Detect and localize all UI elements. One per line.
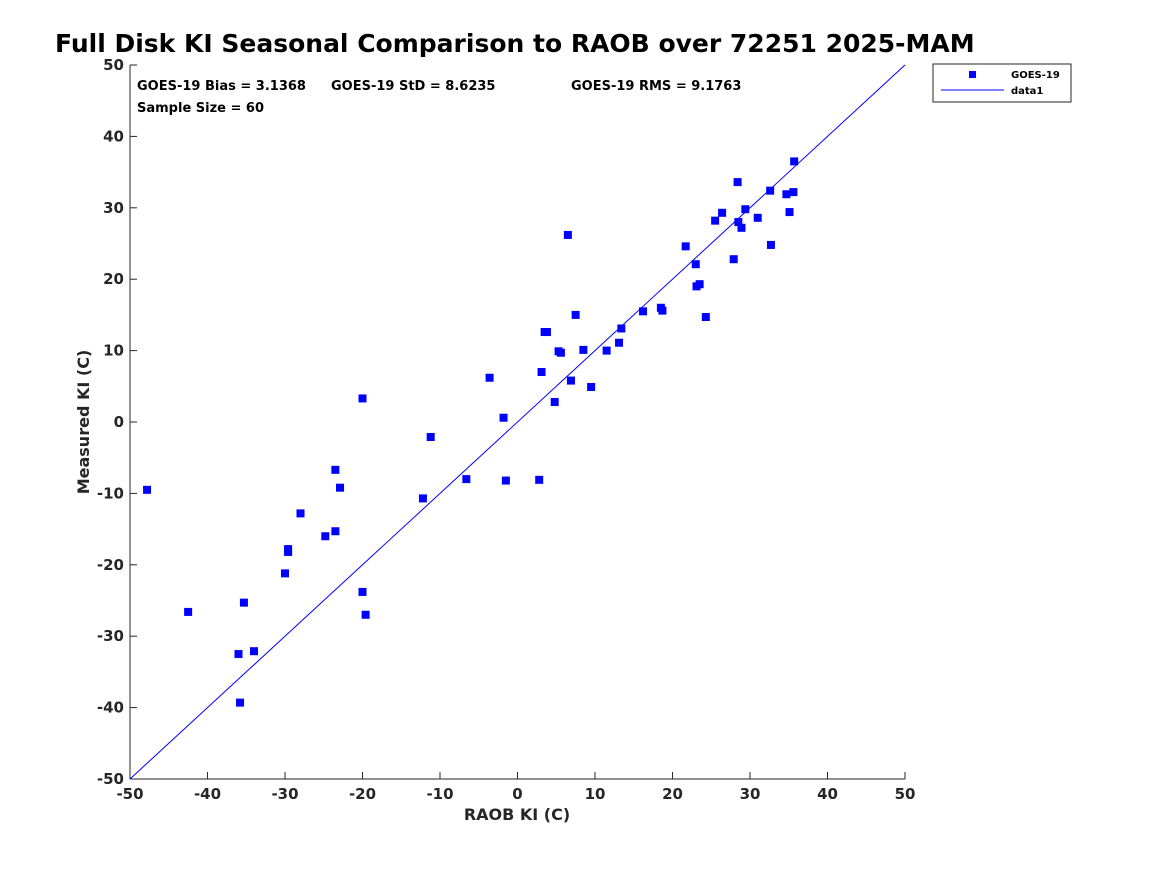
goes19-point bbox=[358, 587, 367, 596]
goes19-point bbox=[766, 240, 775, 249]
goes19-point bbox=[556, 348, 565, 357]
y-tick-label: 10 bbox=[103, 342, 124, 360]
goes19-point bbox=[501, 476, 510, 485]
y-axis-label: Measured KI (C) bbox=[74, 350, 93, 495]
legend-marker-goes19 bbox=[969, 71, 976, 78]
goes19-point bbox=[579, 345, 588, 354]
goes19-point bbox=[615, 338, 624, 347]
x-tick-label: -10 bbox=[426, 785, 453, 803]
goes19-point bbox=[718, 208, 727, 217]
goes19-point bbox=[331, 527, 340, 536]
x-tick-label: -30 bbox=[271, 785, 298, 803]
goes19-point bbox=[236, 698, 245, 707]
std-annotation: GOES-19 StD = 8.6235 bbox=[331, 79, 495, 94]
goes19-point bbox=[239, 598, 248, 607]
legend: GOES-19 data1 bbox=[932, 63, 1072, 103]
legend-box bbox=[932, 63, 1072, 103]
x-tick-label: 30 bbox=[740, 785, 761, 803]
goes19-point bbox=[571, 310, 580, 319]
x-tick-label: -40 bbox=[194, 785, 221, 803]
goes19-point bbox=[537, 368, 546, 377]
goes19-point bbox=[426, 432, 435, 441]
goes19-point bbox=[691, 260, 700, 269]
goes19-point bbox=[733, 178, 742, 187]
goes19-point bbox=[741, 205, 750, 214]
x-tick-label: 50 bbox=[895, 785, 916, 803]
goes19-point bbox=[234, 650, 243, 659]
goes19-point bbox=[281, 569, 289, 578]
goes19-point bbox=[658, 306, 667, 315]
goes19-point bbox=[336, 483, 345, 492]
rms-annotation: GOES-19 RMS = 9.1763 bbox=[571, 79, 741, 94]
goes19-point bbox=[587, 383, 596, 392]
x-tick-label: 20 bbox=[662, 785, 683, 803]
x-tick-label: 40 bbox=[817, 785, 838, 803]
goes19-point bbox=[358, 394, 367, 403]
goes19-point bbox=[542, 328, 551, 337]
series-data1-line bbox=[129, 64, 906, 780]
y-tick-label: 0 bbox=[114, 413, 124, 431]
goes19-point bbox=[617, 324, 626, 333]
stats-annotations: GOES-19 Bias = 3.1368 GOES-19 StD = 8.62… bbox=[137, 79, 741, 116]
y-tick-label: -30 bbox=[97, 627, 124, 645]
goes19-point bbox=[184, 607, 193, 616]
goes19-point bbox=[695, 280, 704, 289]
goes19-point bbox=[485, 373, 494, 382]
x-tick-label: 0 bbox=[512, 785, 522, 803]
goes19-point bbox=[499, 413, 508, 422]
goes19-point bbox=[143, 485, 152, 494]
goes19-point bbox=[782, 190, 791, 199]
legend-label-goes19: GOES-19 bbox=[1011, 70, 1060, 81]
y-tick-label: -50 bbox=[97, 770, 124, 788]
y-tick-label: -10 bbox=[97, 484, 124, 502]
chart-title: Full Disk KI Seasonal Comparison to RAOB… bbox=[55, 29, 975, 58]
bias-annotation: GOES-19 Bias = 3.1368 bbox=[137, 79, 306, 94]
goes19-point bbox=[737, 223, 746, 232]
x-tick-label: -50 bbox=[116, 785, 143, 803]
y-axis-ticks: -50 -40 -30 -20 -10 0 10 20 30 40 50 bbox=[97, 56, 137, 788]
goes19-point bbox=[790, 157, 799, 166]
goes19-point bbox=[766, 186, 775, 195]
goes19-point bbox=[462, 475, 471, 484]
goes19-point bbox=[321, 532, 330, 541]
y-tick-label: -20 bbox=[97, 556, 124, 574]
goes19-point bbox=[563, 230, 572, 239]
goes19-point bbox=[602, 346, 611, 355]
y-tick-label: 30 bbox=[103, 199, 124, 217]
goes19-point bbox=[361, 610, 370, 619]
y-tick-label: 20 bbox=[103, 270, 124, 288]
y-tick-label: 40 bbox=[103, 127, 124, 145]
goes19-point bbox=[789, 188, 798, 197]
goes19-point bbox=[331, 465, 340, 474]
sample-size-annotation: Sample Size = 60 bbox=[137, 101, 264, 116]
x-tick-label: 10 bbox=[585, 785, 606, 803]
y-tick-label: 50 bbox=[103, 56, 124, 74]
goes19-point bbox=[701, 313, 710, 322]
goes19-point bbox=[550, 398, 559, 407]
legend-label-data1: data1 bbox=[1011, 86, 1043, 97]
goes19-point bbox=[734, 218, 743, 227]
goes19-point bbox=[785, 208, 794, 217]
x-axis-ticks: -50 -40 -30 -20 -10 0 10 20 30 40 50 bbox=[116, 772, 915, 803]
goes19-point bbox=[418, 494, 427, 503]
goes19-point bbox=[566, 376, 575, 385]
goes19-point bbox=[250, 647, 258, 656]
goes19-point bbox=[284, 545, 293, 554]
goes19-point bbox=[753, 213, 762, 222]
goes19-point bbox=[296, 509, 305, 518]
y-tick-label: -40 bbox=[97, 699, 124, 717]
goes19-point bbox=[681, 242, 690, 251]
data1-line bbox=[129, 64, 906, 780]
goes19-point bbox=[535, 475, 544, 484]
x-axis-label: RAOB KI (C) bbox=[464, 805, 570, 824]
goes19-point bbox=[729, 255, 738, 264]
series-goes19-points bbox=[143, 157, 799, 707]
goes19-point bbox=[639, 307, 648, 316]
x-tick-label: -20 bbox=[349, 785, 376, 803]
goes19-point bbox=[711, 216, 720, 225]
